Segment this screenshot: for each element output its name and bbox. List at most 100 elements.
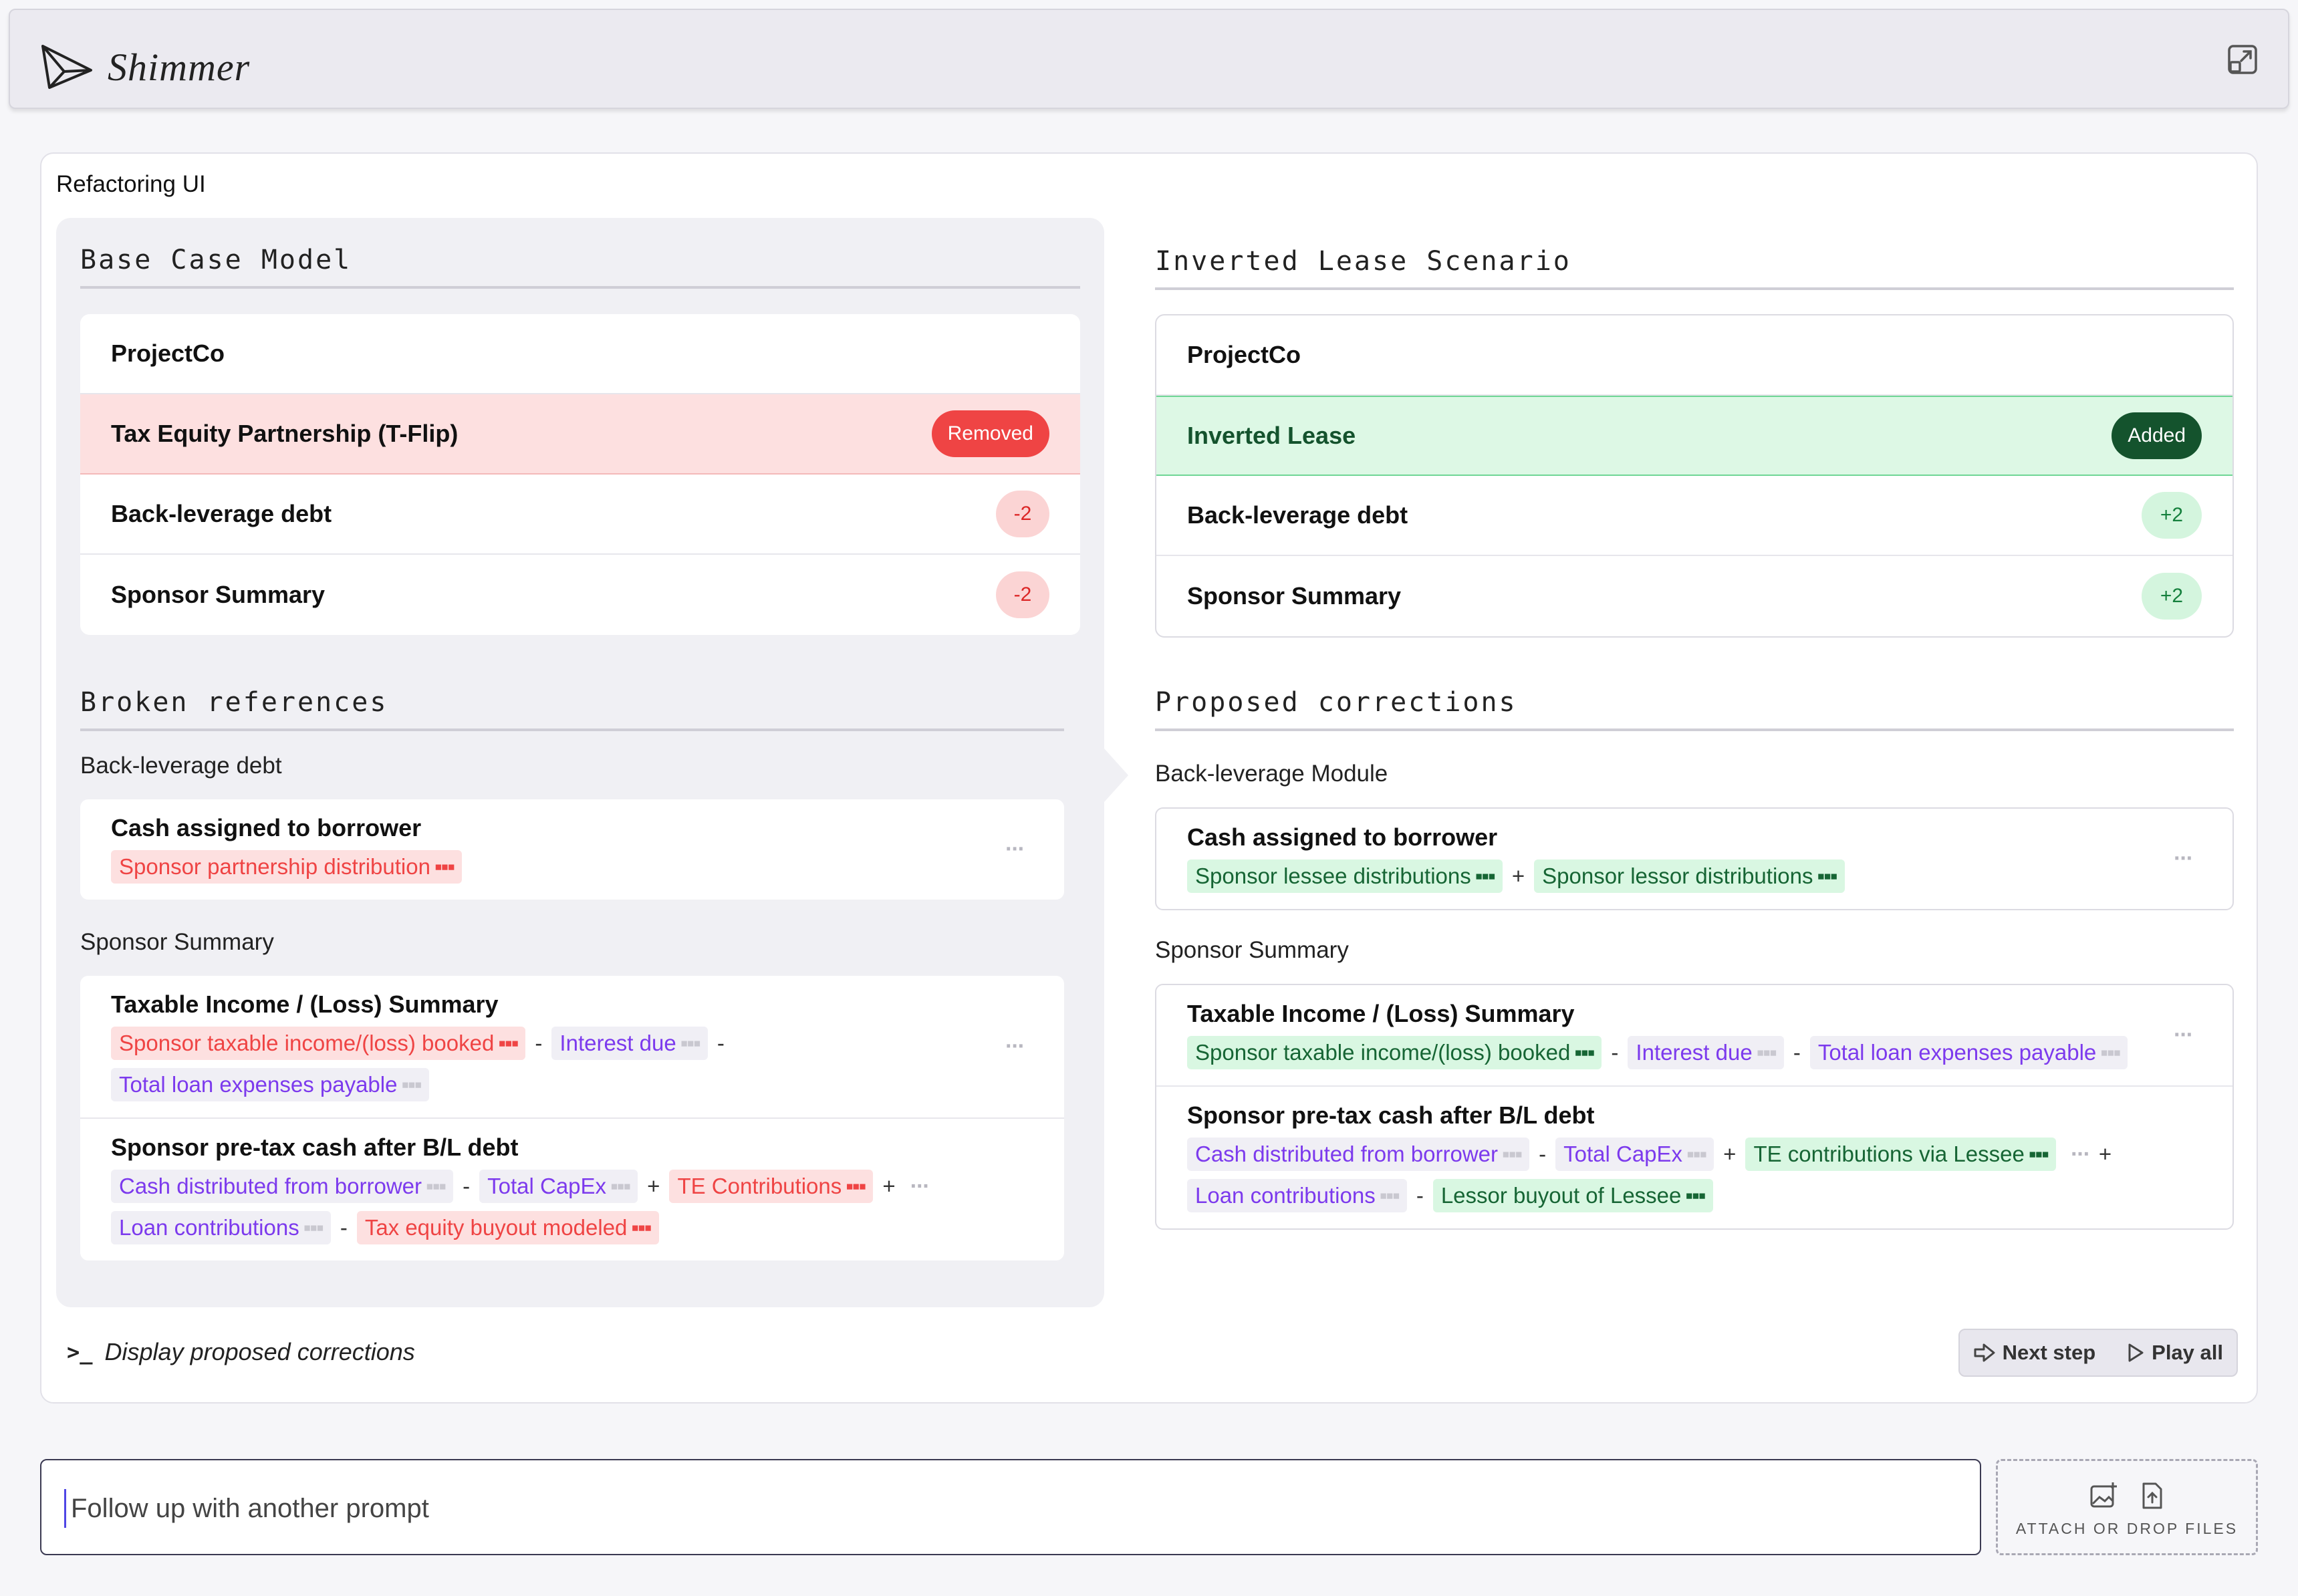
operator: + [1511,863,1525,888]
reference-title: Taxable Income / (Loss) Summary [111,990,499,1018]
corrected-reference-chip[interactable]: Lessor buyout of Lessee ▪▪▪ [1432,1179,1713,1212]
group-label: Back-leverage Module [1155,761,1388,787]
corrected-reference-chip[interactable]: Sponsor taxable income/(loss) booked ▪▪▪ [1187,1036,1602,1069]
group-label: Back-leverage debt [80,753,282,779]
reference-item: Sponsor pre-tax cash after B/L debt Cash… [80,1117,1064,1260]
reference-chip[interactable]: Cash distributed from borrower ▪▪▪ [111,1170,454,1203]
operator: - [1539,1142,1547,1166]
next-step-icon [1974,1343,1995,1362]
operator: - [340,1215,348,1240]
more-icon: ▪▪▪ [1817,863,1838,888]
correction-card: Taxable Income / (Loss) Summary Sponsor … [1155,984,2234,1230]
more-options-icon[interactable]: ··· [1005,1033,1025,1059]
broken-reference-chip[interactable]: TE Contributions ▪▪▪ [669,1170,874,1203]
reference-title: Cash assigned to borrower [111,814,422,841]
module-row[interactable]: Sponsor Summary +2 [1156,556,2232,636]
base-case-heading: Base Case Model [80,245,1080,289]
corrected-reference-chip[interactable]: Sponsor lessor distributions ▪▪▪ [1534,859,1845,893]
app-name: Shimmer [108,45,251,89]
expand-icon[interactable] [2225,42,2260,77]
operator: + [2098,1142,2112,1166]
module-row-added[interactable]: Inverted Lease Added [1156,396,2232,476]
text-caret [64,1489,66,1528]
inverted-lease-heading: Inverted Lease Scenario [1155,246,2234,290]
operator: - [717,1031,725,1055]
reference-item: Cash assigned to borrower Sponsor partne… [80,799,1064,900]
playback-controls: Next step Play all [1958,1329,2238,1377]
more-options-icon[interactable]: ··· [2070,1141,2091,1167]
reference-item: Taxable Income / (Loss) Summary Sponsor … [80,976,1064,1117]
play-all-button[interactable]: Play all [2126,1341,2223,1365]
broken-reference-chip[interactable]: Sponsor partnership distribution ▪▪▪ [111,850,463,884]
reference-chip[interactable]: Interest due ▪▪▪ [551,1027,708,1060]
module-row[interactable]: ProjectCo [1156,315,2232,396]
more-icon: ▪▪▪ [1685,1183,1706,1208]
reference-title: Cash assigned to borrower [1187,823,1498,851]
more-icon: ▪▪▪ [2028,1142,2049,1166]
corrected-reference-chip[interactable]: TE contributions via Lessee ▪▪▪ [1745,1138,2056,1171]
attach-label: ATTACH OR DROP FILES [2015,1520,2239,1537]
reference-chip[interactable]: Total CapEx ▪▪▪ [479,1170,638,1203]
module-row[interactable]: ProjectCo [80,314,1080,394]
next-step-label: Next step [2002,1341,2096,1364]
more-options-icon[interactable]: ··· [910,1173,930,1199]
reference-chip[interactable]: Total loan expenses payable ▪▪▪ [111,1068,429,1101]
more-icon: ▪▪▪ [1756,1040,1777,1065]
broken-reference-chip[interactable]: Tax equity buyout modeled ▪▪▪ [356,1211,659,1244]
operator: - [1611,1040,1619,1065]
file-upload-icon [2142,1482,2162,1509]
reference-title: Sponsor pre-tax cash after B/L debt [111,1134,519,1161]
added-badge: Added [2112,412,2202,459]
operator: + [1723,1142,1737,1166]
paper-plane-icon [41,45,92,89]
broken-reference-chip[interactable]: Sponsor taxable income/(loss) booked ▪▪▪ [111,1027,526,1060]
more-icon: ▪▪▪ [631,1215,652,1240]
diff-count-badge: -2 [996,491,1049,537]
reference-chip[interactable]: Total CapEx ▪▪▪ [1555,1138,1714,1171]
module-row[interactable]: Back-leverage debt +2 [1156,476,2232,556]
more-icon: ▪▪▪ [401,1072,422,1097]
reference-chip[interactable]: Loan contributions ▪▪▪ [1187,1179,1407,1212]
base-case-modules: ProjectCo Tax Equity Partnership (T-Flip… [80,314,1080,635]
next-step-button[interactable]: Next step [1973,1341,2096,1365]
more-icon: ▪▪▪ [680,1031,701,1055]
attach-files-dropzone[interactable]: ATTACH OR DROP FILES [1996,1459,2258,1555]
more-icon: ▪▪▪ [303,1215,324,1240]
module-row[interactable]: Back-leverage debt -2 [80,475,1080,555]
correction-item: Taxable Income / (Loss) Summary Sponsor … [1156,985,2232,1085]
correction-item: Cash assigned to borrower Sponsor lessee… [1156,809,2232,909]
module-row[interactable]: Sponsor Summary -2 [80,555,1080,635]
display-corrections-link[interactable]: >_ Display proposed corrections [67,1338,415,1366]
reference-chip[interactable]: Loan contributions ▪▪▪ [111,1211,331,1244]
more-options-icon[interactable]: ··· [2174,1022,2194,1048]
panel-pointer [1104,749,1128,802]
operator: - [1416,1183,1424,1208]
group-label: Sponsor Summary [1155,937,1349,963]
operator: - [535,1031,543,1055]
inverted-lease-modules: ProjectCo Inverted Lease Added Back-lever… [1155,314,2234,638]
main-panel: Refactoring UI Base Case Model ProjectCo… [40,152,2258,1404]
more-icon: ▪▪▪ [610,1174,631,1198]
operator: - [1793,1040,1801,1065]
removed-badge: Removed [931,410,1049,457]
reference-chip[interactable]: Total loan expenses payable ▪▪▪ [1809,1036,2128,1069]
app-logo[interactable]: Shimmer [30,31,249,92]
diff-count-badge: -2 [996,571,1049,618]
operator: - [463,1174,471,1198]
reference-chip[interactable]: Interest due ▪▪▪ [1628,1036,1784,1069]
more-options-icon[interactable]: ··· [2174,845,2194,872]
reference-title: Sponsor pre-tax cash after B/L debt [1187,1101,1595,1129]
more-icon: ▪▪▪ [2100,1040,2121,1065]
group-label: Sponsor Summary [80,929,274,955]
correction-item: Sponsor pre-tax cash after B/L debt Cash… [1156,1085,2232,1228]
module-row-removed[interactable]: Tax Equity Partnership (T-Flip) Removed [80,394,1080,475]
reference-chip[interactable]: Cash distributed from borrower ▪▪▪ [1187,1138,1530,1171]
more-icon: ▪▪▪ [434,854,455,879]
corrected-reference-chip[interactable]: Sponsor lessee distributions ▪▪▪ [1187,859,1503,893]
more-options-icon[interactable]: ··· [1005,836,1025,862]
more-icon: ▪▪▪ [426,1174,446,1198]
panel-title: Refactoring UI [56,171,206,197]
more-icon: ▪▪▪ [498,1031,519,1055]
more-icon: ▪▪▪ [1379,1183,1400,1208]
prompt-input[interactable]: Follow up with another prompt [40,1459,1981,1555]
